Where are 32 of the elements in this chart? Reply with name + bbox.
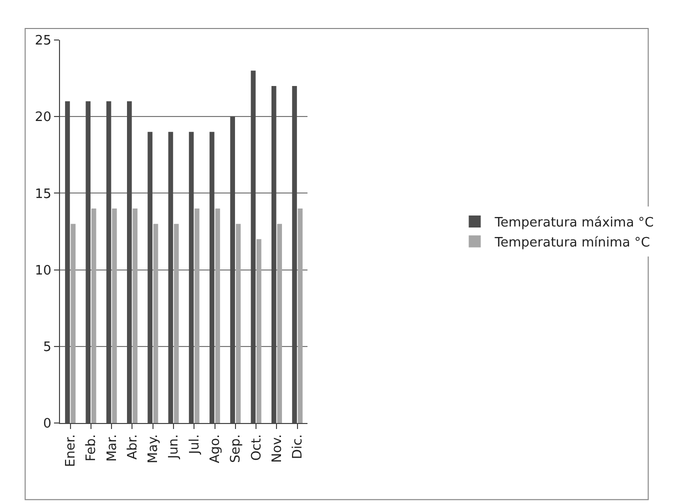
bar	[112, 208, 117, 423]
x-tick-label: Ago.	[208, 434, 224, 464]
y-tick-label: 15	[34, 186, 52, 202]
y-tick-label: 5	[43, 340, 52, 355]
bar	[194, 208, 200, 423]
y-tick-label: 10	[34, 263, 52, 278]
legend-label: Temperatura mínima °C	[494, 235, 650, 250]
x-tick-label: Dic.	[290, 434, 306, 460]
bar	[153, 224, 158, 423]
bar	[236, 224, 241, 423]
x-tick-label: Mar.	[104, 434, 120, 462]
x-tick-label: May.	[146, 434, 162, 464]
bar	[91, 208, 96, 423]
y-tick-label: 20	[34, 110, 52, 126]
bar	[215, 208, 220, 423]
x-tick-label: Jul.	[187, 434, 202, 456]
x-tick-label: Oct.	[249, 434, 264, 461]
x-tick-label: Abr.	[125, 434, 140, 460]
y-tick-label: 0	[43, 416, 52, 432]
x-tick-label: Ener.	[64, 434, 79, 467]
x-tick-label: Nov.	[270, 434, 285, 463]
bar	[70, 224, 76, 423]
legend-label: Temperatura máxima °C	[494, 216, 654, 231]
y-tick-label: 25	[34, 34, 52, 49]
x-tick-label: Jun.	[166, 434, 182, 460]
x-tick-label: Feb.	[84, 434, 100, 462]
bar	[298, 208, 303, 423]
bar	[277, 224, 282, 423]
bar	[256, 239, 262, 423]
bar	[132, 208, 138, 423]
bar	[174, 224, 179, 423]
x-tick-label: Sep.	[228, 434, 244, 463]
